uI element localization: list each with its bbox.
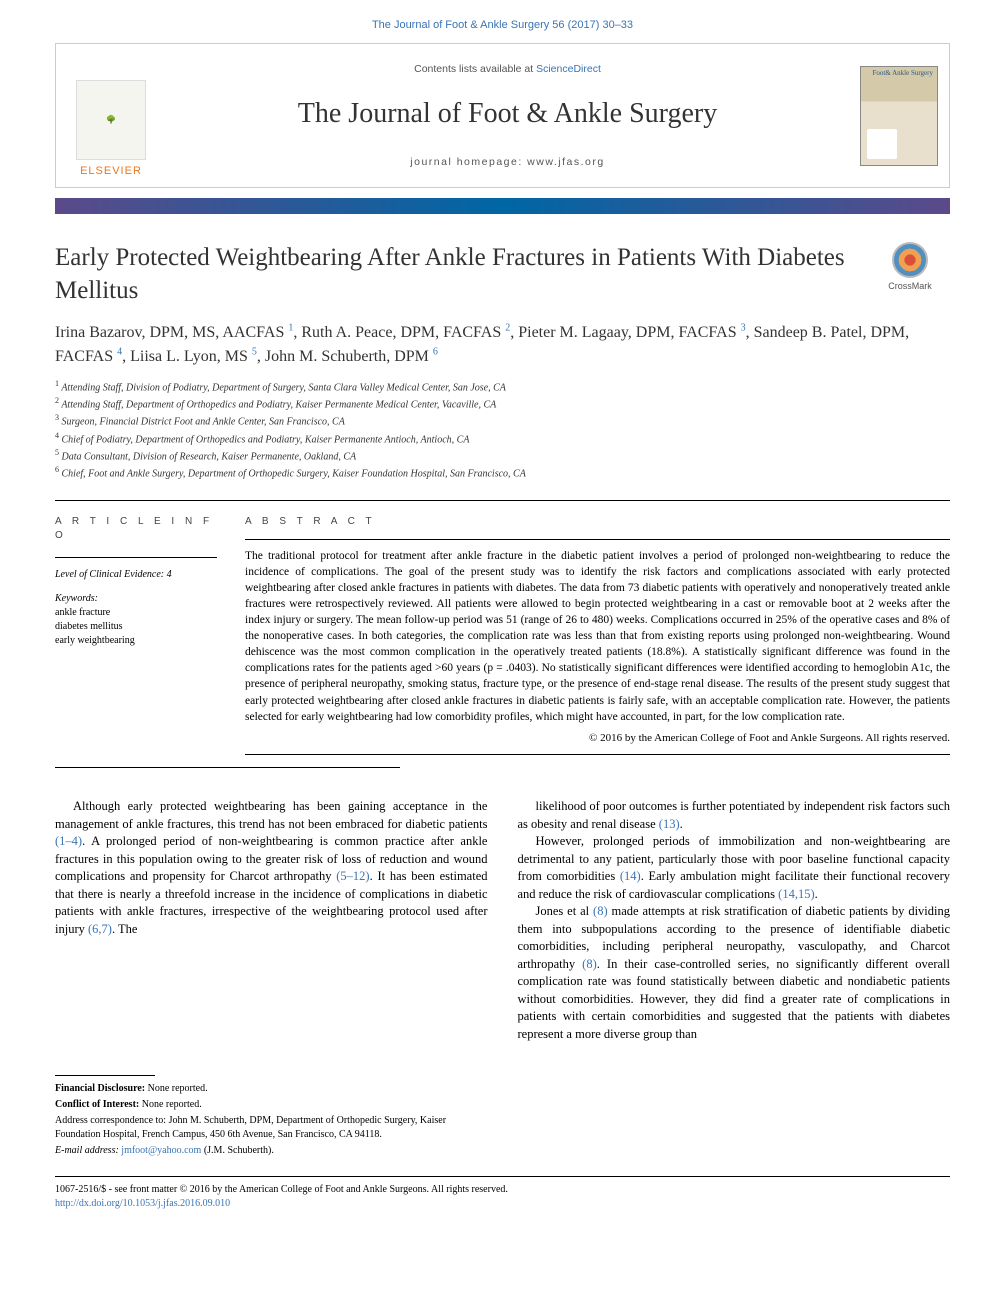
keyword-item: diabetes mellitus [55,620,217,634]
masthead-center: Contents lists available at ScienceDirec… [166,54,849,179]
journal-homepage-line: journal homepage: www.jfas.org [166,155,849,170]
body-col-right: likelihood of poor outcomes is further p… [518,798,951,1043]
evidence-level: Level of Clinical Evidence: 4 [55,568,217,582]
crossmark-label: CrossMark [888,281,932,291]
email-label: E-mail address: [55,1145,119,1156]
journal-title: The Journal of Foot & Ankle Surgery [166,94,849,133]
financial-disclosure-label: Financial Disclosure: [55,1083,145,1094]
keyword-item: early weightbearing [55,634,217,648]
publisher-name: ELSEVIER [80,164,142,179]
affiliation-line: 5 Data Consultant, Division of Research,… [55,447,950,464]
body-text-columns: Although early protected weightbearing h… [55,798,950,1043]
conflict-value: None reported. [142,1099,202,1110]
abstract-heading: A B S T R A C T [245,515,950,529]
abstract-text: The traditional protocol for treatment a… [245,548,950,725]
keywords-list: ankle fracturediabetes mellitusearly wei… [55,606,217,648]
doi-link[interactable]: http://dx.doi.org/10.1053/j.jfas.2016.09… [55,1198,230,1209]
cover-thumb-block: Foot& Ankle Surgery [849,44,949,187]
body-paragraph: likelihood of poor outcomes is further p… [518,798,951,833]
citation-header: The Journal of Foot & Ankle Surgery 56 (… [0,0,1005,43]
article-info-sidebar: A R T I C L E I N F O Level of Clinical … [55,515,245,755]
article-info-heading: A R T I C L E I N F O [55,515,217,543]
financial-disclosure-value: None reported. [148,1083,208,1094]
contents-prefix: Contents lists available at [414,63,536,75]
affiliation-line: 1 Attending Staff, Division of Podiatry,… [55,378,950,395]
conflict-label: Conflict of Interest: [55,1099,139,1110]
corresponding-email-link[interactable]: jmfoot@yahoo.com [121,1145,201,1156]
footer-bar: 1067-2516/$ - see front matter © 2016 by… [55,1176,950,1211]
article-title: Early Protected Weightbearing After Ankl… [55,242,870,307]
abstract-column: A B S T R A C T The traditional protocol… [245,515,950,755]
keyword-item: ankle fracture [55,606,217,620]
email-person: (J.M. Schuberth). [204,1145,274,1156]
body-paragraph: Jones et al (8) made attempts at risk st… [518,903,951,1043]
crossmark-widget[interactable]: CrossMark [870,242,950,293]
issn-copyright-line: 1067-2516/$ - see front matter © 2016 by… [55,1183,950,1197]
info-bottom-rule [55,767,400,768]
journal-masthead: 🌳 ELSEVIER Contents lists available at S… [55,43,950,188]
publisher-block: 🌳 ELSEVIER [56,44,166,187]
decorative-color-bar [55,198,950,214]
crossmark-icon [892,242,928,278]
keywords-block: Keywords: ankle fracturediabetes mellitu… [55,592,217,648]
affiliation-line: 6 Chief, Foot and Ankle Surgery, Departm… [55,464,950,481]
affiliation-line: 3 Surgeon, Financial District Foot and A… [55,412,950,429]
body-paragraph: However, prolonged periods of immobiliza… [518,833,951,903]
keywords-label: Keywords: [55,592,217,606]
contents-available-line: Contents lists available at ScienceDirec… [166,62,849,77]
affiliation-line: 4 Chief of Podiatry, Department of Ortho… [55,430,950,447]
journal-cover-icon: Foot& Ankle Surgery [860,66,938,166]
author-list: Irina Bazarov, DPM, MS, AACFAS 1, Ruth A… [55,321,950,367]
affiliations-list: 1 Attending Staff, Division of Podiatry,… [55,378,950,482]
sciencedirect-link[interactable]: ScienceDirect [536,63,601,75]
footnotes-block: Financial Disclosure: None reported. Con… [55,1075,490,1158]
evidence-value: 4 [167,569,172,580]
elsevier-logo-icon: 🌳 [76,80,146,160]
evidence-label: Level of Clinical Evidence: [55,569,164,580]
abstract-copyright: © 2016 by the American College of Foot a… [245,731,950,746]
affiliation-line: 2 Attending Staff, Department of Orthope… [55,395,950,412]
body-col-left: Although early protected weightbearing h… [55,798,488,1043]
body-paragraph: Although early protected weightbearing h… [55,798,488,938]
correspondence-address: Address correspondence to: John M. Schub… [55,1114,490,1142]
